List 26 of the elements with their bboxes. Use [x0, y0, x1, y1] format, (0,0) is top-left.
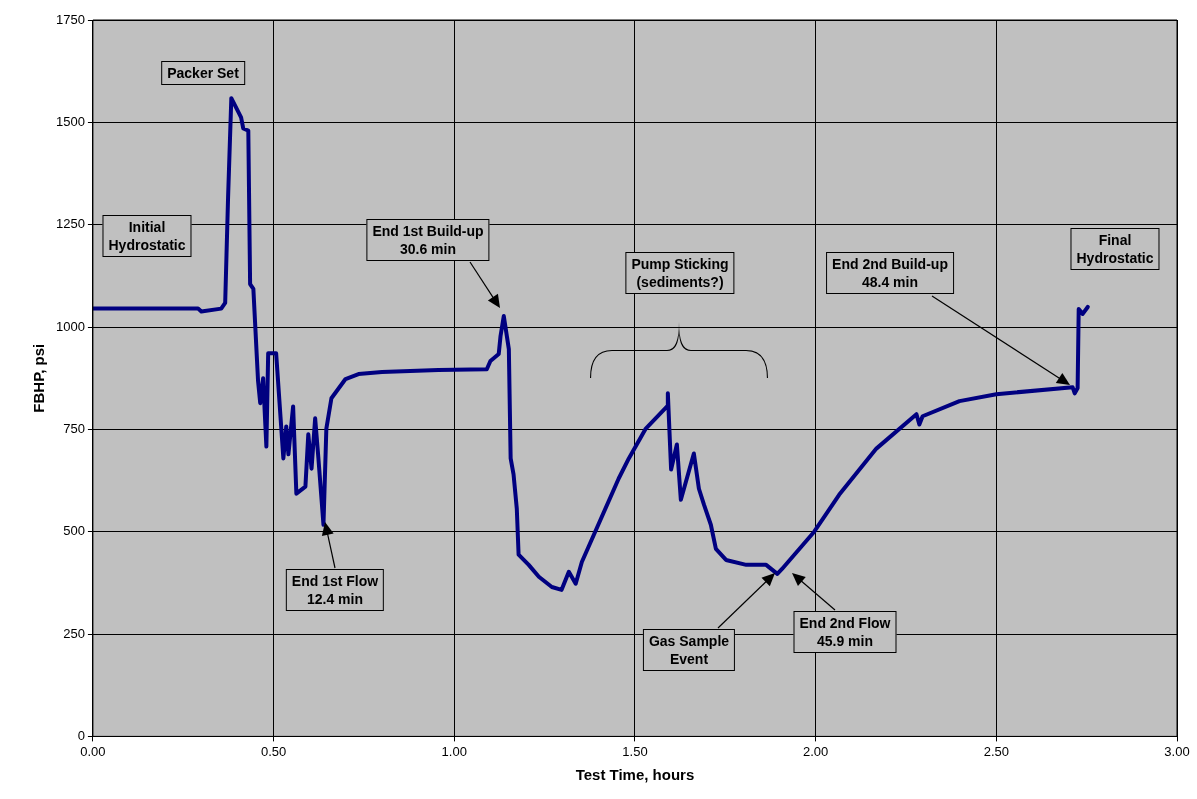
- x-tick-label: 0.00: [80, 743, 106, 759]
- x-tick-label: 1.50: [622, 743, 648, 759]
- y-tick-label: 250: [63, 625, 85, 641]
- y-tick-label: 1500: [56, 113, 85, 129]
- annotation: Initial Hydrostatic: [102, 215, 192, 257]
- y-tick-label: 1000: [56, 318, 85, 334]
- x-tick-label: 2.50: [983, 743, 1009, 759]
- y-tick-label: 500: [63, 523, 85, 539]
- x-tick-label: 0.50: [260, 743, 287, 759]
- annotation: Final Hydrostatic: [1070, 228, 1160, 270]
- y-axis-title: FBHP, psi: [30, 343, 48, 413]
- annotation: End 1st Build-up 30.6 min: [366, 219, 490, 261]
- annotation: Pump Sticking (sediments?): [625, 252, 735, 294]
- y-tick-label: 750: [63, 420, 85, 436]
- annotation: Packer Set: [161, 61, 245, 85]
- annotation: End 1st Flow 12.4 min: [285, 569, 385, 611]
- y-tick-label: 1250: [56, 216, 85, 232]
- x-tick-label: 2.00: [802, 743, 829, 759]
- annotation: End 2nd Flow 45.9 min: [793, 611, 897, 653]
- x-axis-title: Test Time, hours: [575, 766, 695, 784]
- y-tick-label: 1750: [56, 11, 85, 27]
- annotation: Gas Sample Event: [642, 629, 736, 671]
- annotation: End 2nd Build-up 48.4 min: [826, 252, 954, 294]
- x-tick-label: 1.00: [441, 743, 467, 759]
- y-tick-label: 0: [77, 727, 85, 743]
- x-tick-label: 3.00: [1164, 743, 1190, 759]
